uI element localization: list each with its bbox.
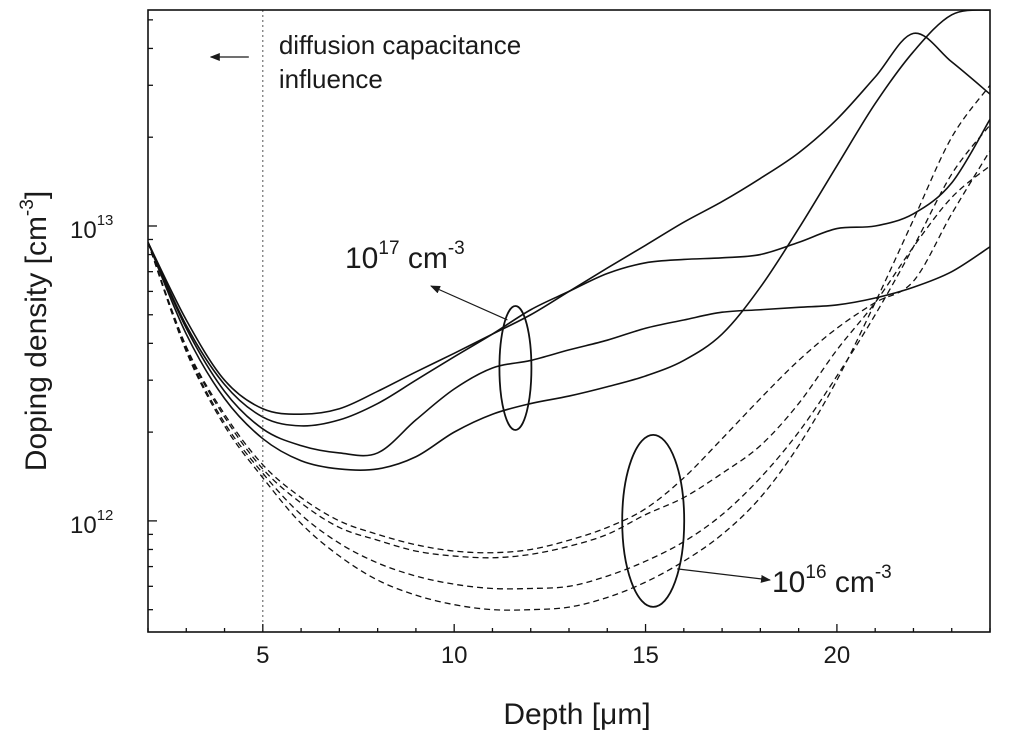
y-tick-label: 1012 [70, 507, 113, 539]
series-layer [148, 10, 990, 611]
y-axis-label-main: Doping density [cm [20, 216, 53, 471]
group-ellipse-1e17-label-unit: cm [400, 242, 448, 275]
diffusion-label-line-2: influence [279, 64, 383, 94]
y-tick-label-base: 10 [70, 217, 97, 244]
group-ellipse-1e17 [498, 305, 533, 431]
group-ellipse-1e17-label-exp: 17 [378, 238, 399, 259]
y-tick-label-base: 10 [70, 512, 97, 539]
group-ellipse-1e16-label-base: 10 [772, 566, 805, 599]
dashed-series-6-line [148, 165, 990, 559]
group-ellipse-1e16-label: 1016 cm-3 [772, 562, 892, 599]
group-ellipse-1e16 [621, 433, 686, 608]
x-tick-label: 5 [256, 642, 269, 669]
y-axis-label: Doping density [cm-3] [17, 191, 53, 471]
group-ellipse-1e17-label-unit-exp: -3 [448, 238, 465, 259]
group-ellipse-1e17-label-base: 10 [345, 242, 378, 275]
x-tick-label: 15 [632, 642, 659, 669]
x-axis-label: Depth [μm] [503, 698, 650, 731]
dashed-series-5-line [148, 150, 990, 554]
group-ellipse-1e16-label-unit: cm [827, 566, 875, 599]
solid-series-3-line [148, 242, 990, 457]
group-ellipse-1e17-label: 1017 cm-3 [345, 238, 465, 275]
series-clip-group [148, 10, 990, 611]
y-tick-label: 1013 [70, 212, 113, 244]
y-tick-label-exp: 13 [97, 212, 114, 229]
y-axis-label-close: ] [20, 191, 53, 199]
dashed-series-8-line [148, 84, 990, 611]
diffusion-label-line-1: diffusion capacitance [279, 30, 521, 60]
group-ellipse-1e17-arrow [430, 285, 508, 321]
x-tick-label: 20 [824, 642, 851, 669]
dashed-series-7-line [148, 124, 990, 590]
y-tick-label-exp: 12 [97, 507, 114, 524]
group-ellipse-1e16-label-unit-exp: -3 [875, 562, 892, 583]
group-ellipse-1e16-label-exp: 16 [805, 562, 826, 583]
x-tick-label: 10 [441, 642, 468, 669]
solid-series-2-line [148, 118, 990, 427]
group-ellipse-1e16-arrow [677, 568, 771, 583]
solid-series-4-line [148, 10, 990, 472]
y-axis-label-sup: -3 [17, 199, 38, 216]
